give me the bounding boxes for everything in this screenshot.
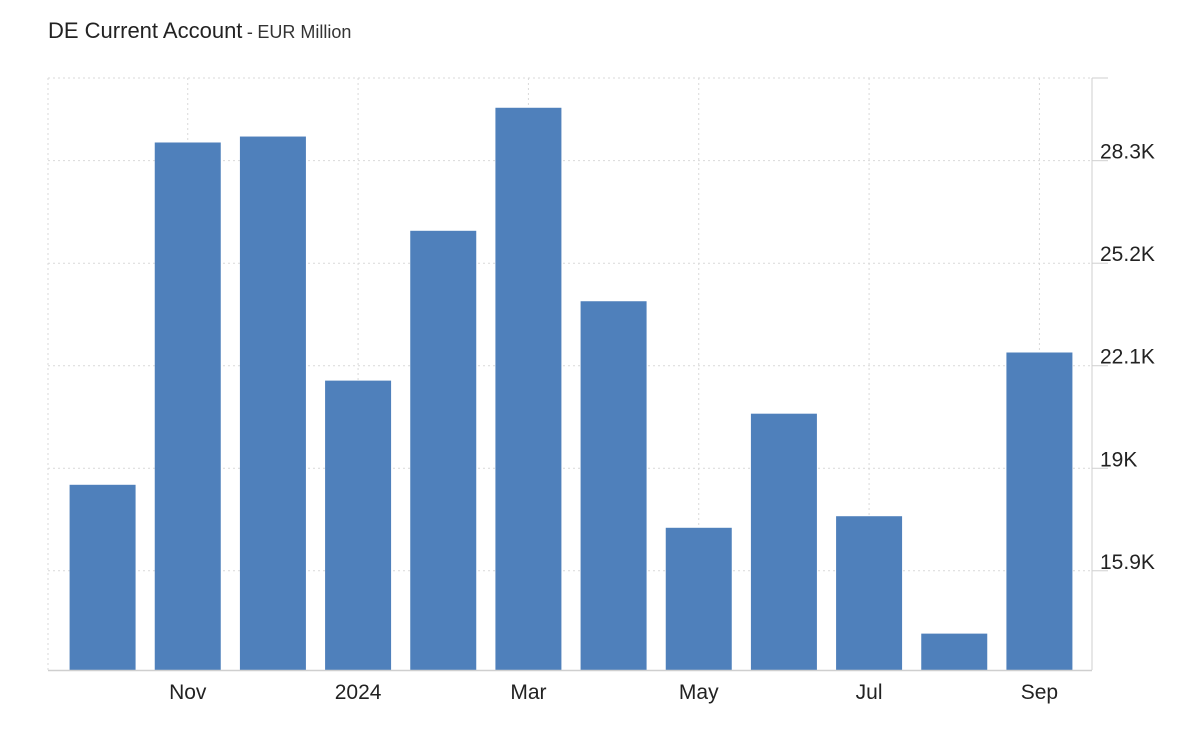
y-tick-label: 15.9K bbox=[1100, 551, 1155, 574]
bar-feb bbox=[410, 230, 477, 670]
bar-nov bbox=[154, 142, 221, 670]
chart-title: DE Current Account - EUR Million bbox=[48, 18, 351, 44]
bar-aug bbox=[921, 633, 988, 670]
y-tick-label: 28.3K bbox=[1100, 141, 1155, 164]
y-tick-label: 22.1K bbox=[1100, 346, 1155, 369]
x-tick-label: May bbox=[679, 681, 719, 704]
bar-jun bbox=[750, 413, 817, 670]
x-tick-label: 2024 bbox=[335, 681, 382, 704]
y-tick-label: 25.2K bbox=[1100, 243, 1155, 266]
x-tick-label: Sep bbox=[1021, 681, 1058, 704]
x-tick-label: Mar bbox=[510, 681, 546, 704]
bar-dec bbox=[239, 136, 306, 670]
x-tick-label: Jul bbox=[856, 681, 883, 704]
title-separator: - bbox=[246, 22, 253, 42]
bar-jul bbox=[836, 516, 903, 670]
y-tick-label: 19K bbox=[1100, 448, 1137, 471]
bar-may bbox=[665, 527, 732, 670]
bar-oct bbox=[69, 484, 136, 670]
bar-2024 bbox=[325, 380, 392, 670]
x-tick-label: Nov bbox=[169, 681, 207, 704]
bar-mar bbox=[495, 107, 562, 670]
chart-unit: EUR Million bbox=[257, 22, 352, 42]
bar-sep bbox=[1006, 352, 1073, 670]
chart-title-text: DE Current Account bbox=[48, 18, 243, 43]
bar-apr bbox=[580, 301, 647, 670]
